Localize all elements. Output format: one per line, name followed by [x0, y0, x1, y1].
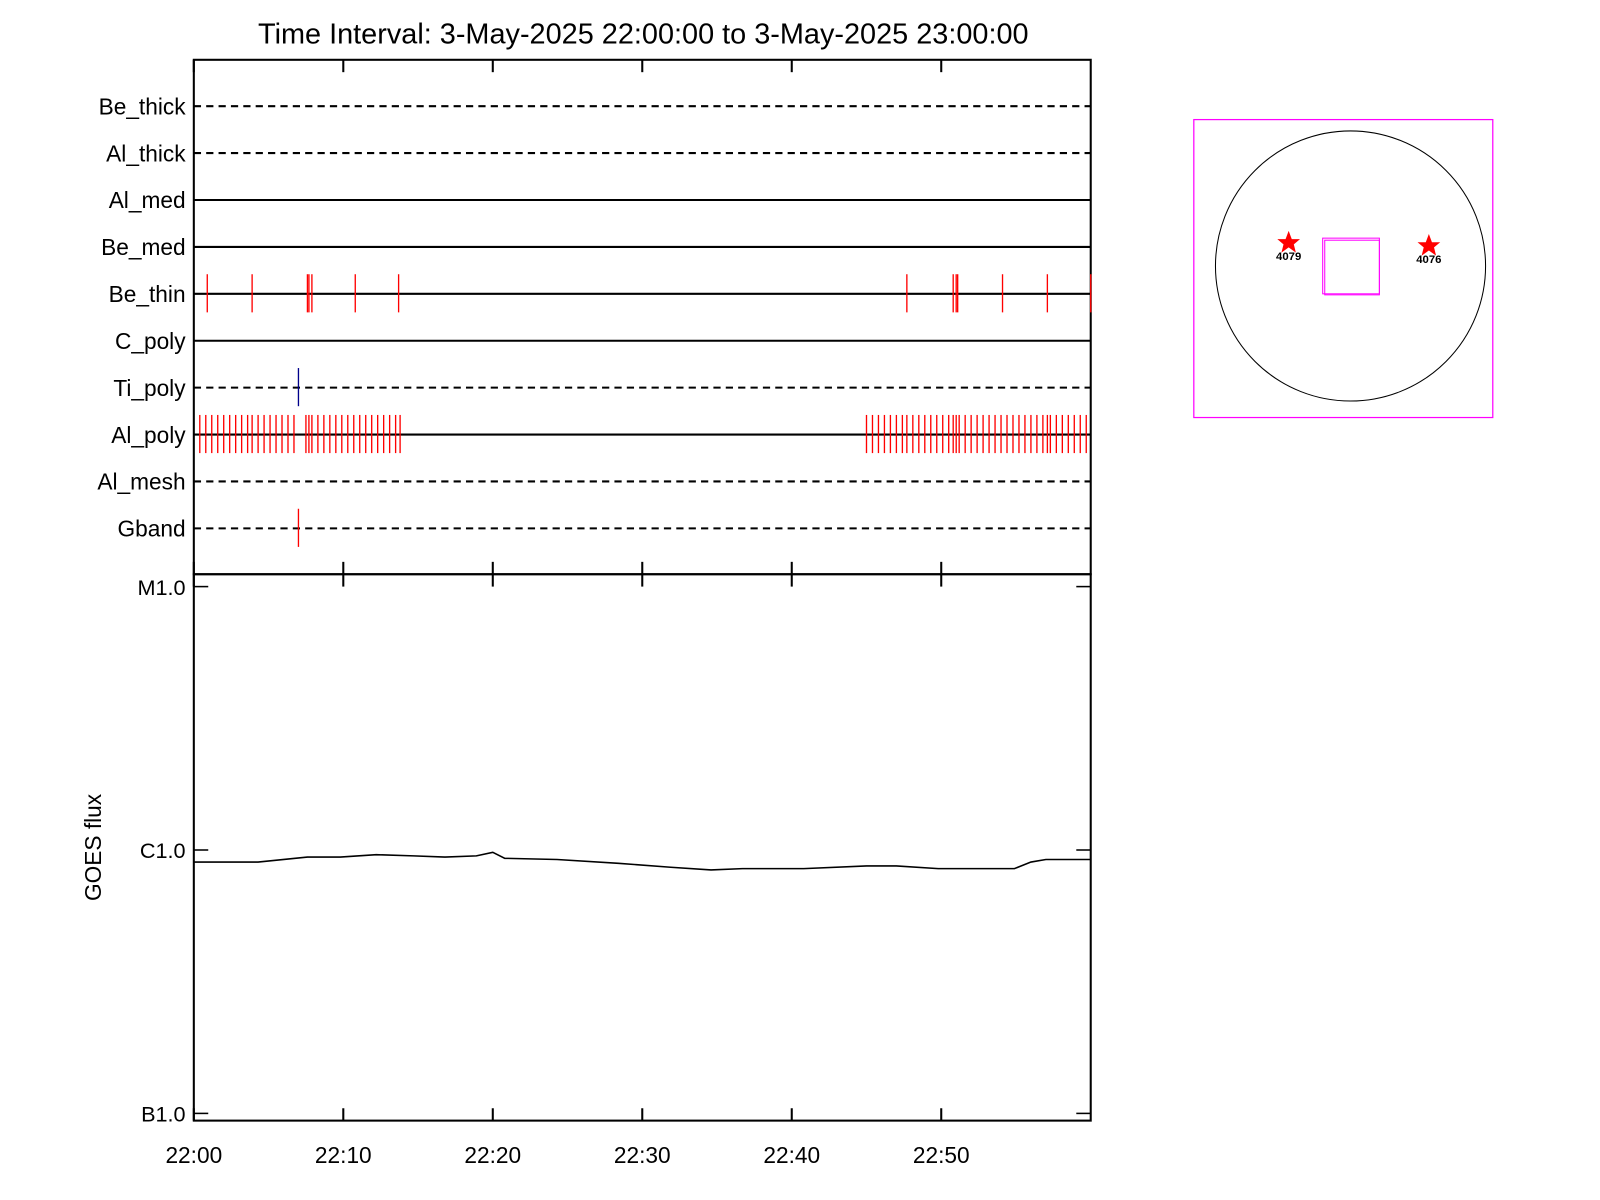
y-tick-label: M1.0 [137, 575, 185, 600]
row-label: Al_mesh [97, 469, 185, 495]
x-tick-label: 22:50 [913, 1142, 970, 1168]
y-axis-label: GOES flux [80, 793, 106, 901]
row-label: Al_thick [106, 140, 186, 166]
region-star [1277, 230, 1300, 253]
goes-line [193, 851, 1091, 871]
y-tick-label: B1.0 [141, 1102, 186, 1127]
row-label: Al_poly [111, 422, 186, 448]
y-tick-label: C1.0 [140, 838, 186, 863]
row-label: Al_med [109, 187, 186, 213]
x-tick-label: 22:00 [165, 1142, 222, 1168]
row-label: Be_med [101, 234, 185, 260]
row-label: Be_thin [109, 281, 186, 307]
x-tick-label: 22:30 [614, 1142, 671, 1168]
solar-limb [1214, 130, 1487, 402]
row-label: Gband [117, 516, 185, 542]
row-label: Ti_poly [113, 375, 186, 401]
region-star [1417, 234, 1441, 256]
region-label: 4079 [1276, 251, 1301, 263]
region-label: 4076 [1416, 254, 1441, 266]
chart-title: Time Interval: 3-May-2025 22:00:00 to 3-… [258, 18, 1029, 50]
sun-map: 4079 4076 [1193, 118, 1494, 419]
x-tick-label: 22:10 [315, 1142, 372, 1168]
x-tick-label: 22:20 [464, 1142, 521, 1168]
fov-box [1324, 239, 1380, 296]
x-tick-label: 22:40 [763, 1142, 820, 1168]
row-label: Be_thick [99, 93, 187, 119]
map-frame [1193, 118, 1494, 419]
row-label: C_poly [115, 328, 186, 354]
